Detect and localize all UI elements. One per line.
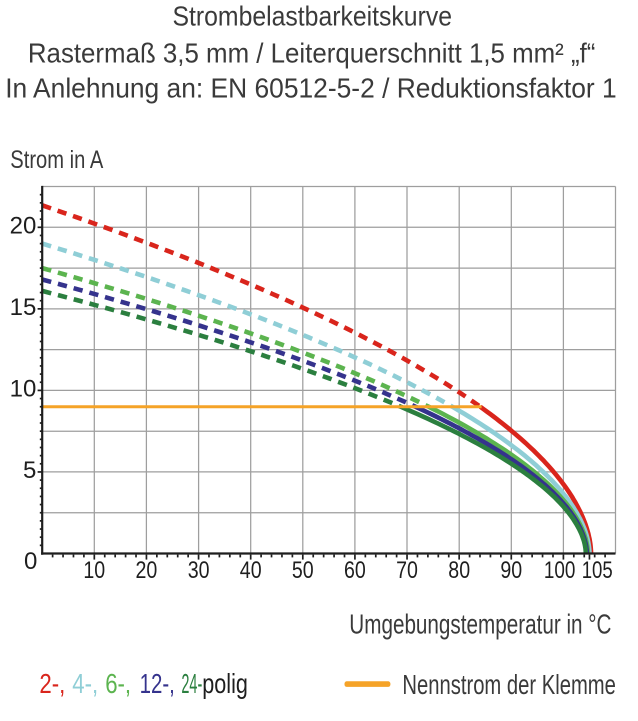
svg-text:10: 10	[10, 376, 37, 403]
svg-text:15: 15	[10, 294, 37, 321]
svg-text:24-: 24-	[181, 668, 202, 699]
svg-text:2-,: 2-,	[39, 668, 65, 699]
svg-text:Umgebungstemperatur in °C: Umgebungstemperatur in °C	[349, 609, 611, 640]
svg-text:20: 20	[136, 557, 158, 584]
svg-text:70: 70	[396, 557, 418, 584]
svg-text:4-,: 4-,	[72, 668, 98, 699]
svg-text:6-,: 6-,	[105, 668, 131, 699]
svg-text:10: 10	[83, 557, 105, 584]
svg-text:polig: polig	[202, 668, 248, 699]
svg-text:60: 60	[344, 557, 366, 584]
svg-text:Strombelastbarkeitskurve: Strombelastbarkeitskurve	[173, 0, 453, 31]
svg-text:Rastermaß 3,5 mm / Leiterquers: Rastermaß 3,5 mm / Leiterquerschnitt 1,5…	[28, 37, 596, 68]
svg-text:100: 100	[544, 557, 576, 584]
svg-text:90: 90	[500, 557, 522, 584]
svg-text:5: 5	[23, 457, 36, 484]
svg-text:Strom in A: Strom in A	[10, 146, 103, 174]
svg-text:105: 105	[582, 557, 613, 584]
svg-text:Nennstrom der Klemme: Nennstrom der Klemme	[402, 669, 616, 700]
svg-text:In Anlehnung an: EN 60512-5-2: In Anlehnung an: EN 60512-5-2 / Reduktio…	[5, 73, 617, 104]
svg-text:20: 20	[10, 213, 37, 240]
svg-text:40: 40	[240, 557, 262, 584]
svg-text:50: 50	[292, 557, 314, 584]
svg-text:0: 0	[24, 548, 37, 575]
svg-text:12-,: 12-,	[140, 668, 175, 699]
svg-text:30: 30	[188, 557, 210, 584]
svg-text:80: 80	[448, 557, 470, 584]
